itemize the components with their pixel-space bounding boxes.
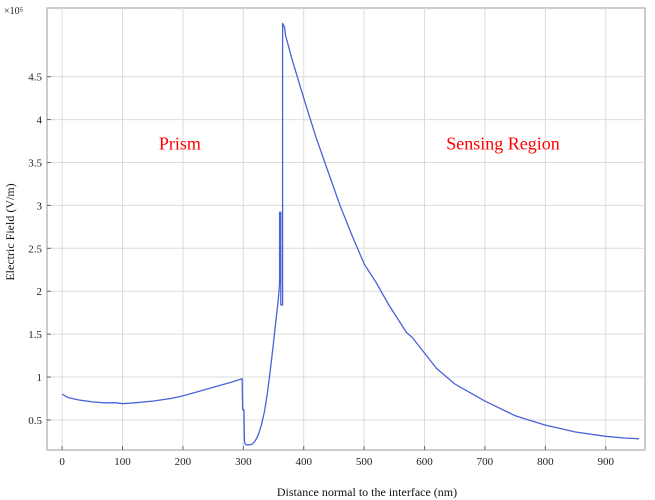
tick-labels: 0 100 200 300 400 500 600 700 800 900 0.5 1 1.5 2 2.5 3… — [28, 72, 614, 468]
y-tick-label: 2.5 — [28, 243, 42, 255]
y-tick-label: 4 — [37, 115, 43, 127]
x-tick-label: 800 — [537, 456, 554, 468]
x-tick-label: 600 — [416, 456, 433, 468]
y-tick-label: 0.5 — [28, 415, 42, 427]
x-tick-label: 200 — [175, 456, 192, 468]
y-axis-label: Electric Field (V/m) — [3, 183, 17, 280]
y-tick-label: 1 — [37, 372, 43, 384]
x-tick-label: 0 — [59, 456, 65, 468]
region-annotation: Prism — [159, 134, 201, 154]
plot-frame — [46, 7, 646, 451]
y-tick-label: 3.5 — [28, 157, 42, 169]
x-tick-label: 400 — [295, 456, 312, 468]
x-tick-label: 900 — [597, 456, 614, 468]
electric-field-line — [61, 22, 640, 446]
y-multiplier: ×10⁵ — [4, 6, 23, 17]
series-group — [61, 22, 640, 446]
region-annotation: Sensing Region — [446, 134, 560, 154]
x-tick-label: 100 — [114, 456, 131, 468]
y-tick-label: 1.5 — [28, 329, 42, 341]
grid-lines — [47, 8, 645, 450]
annotation-group: Prism Sensing Region — [159, 134, 560, 154]
x-tick-label: 700 — [477, 456, 494, 468]
x-axis-label: Distance normal to the interface (nm) — [277, 485, 457, 499]
x-tick-label: 500 — [356, 456, 373, 468]
y-tick-label: 4.5 — [28, 72, 42, 84]
y-tick-label: 2 — [37, 286, 43, 298]
y-tick-label: 3 — [37, 200, 43, 212]
x-tick-label: 300 — [235, 456, 252, 468]
